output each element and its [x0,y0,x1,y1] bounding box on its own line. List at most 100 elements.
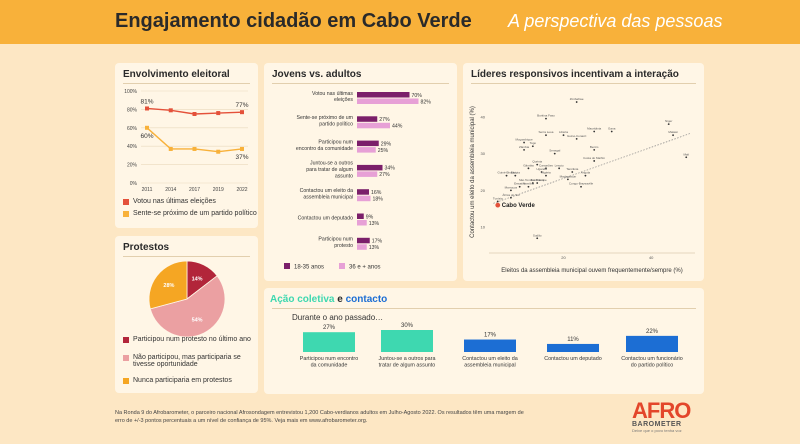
legend-label: Nunca participaria em protestos [133,377,232,384]
electoral-panel: Envolvimento eleitoral 0% 20% 40% 60% 80% 100… [115,63,258,228]
scatter-point [527,167,530,170]
column-category-label: Contactou um deputado [544,356,602,362]
logo-afro: AFRO [632,398,691,423]
point-label: São Tomé e Príncipe [519,178,547,182]
column-value-label: 30% [401,323,414,329]
legend-swatch [123,199,129,205]
point-label: Angola [581,171,591,175]
y-tick-label: 20 [481,188,486,193]
divider [272,308,696,309]
protests-title: Protestos [123,242,170,253]
footer-note: Na Ronda 9 do Afrobarometer, o parceiro … [115,410,524,424]
scatter-point [518,185,521,188]
bar-value-label: 25% [378,148,389,154]
column-bar [626,335,678,352]
divider [471,83,696,84]
point-label: Togo [530,141,537,145]
legend-swatch [123,355,129,361]
y-tick-label: 100% [124,89,137,95]
scatter-point [523,149,525,151]
data-point [145,125,149,130]
point-label: Tunísia [493,196,503,200]
column-category-label: Contactou um eleito da [462,356,517,362]
category-label: encontro da comunidade [296,146,353,152]
bar-value-label: 70% [412,93,423,99]
protests-panel: Protestos 14% 54% 28% Participou num prote… [115,236,258,393]
bar-0 [357,164,383,171]
scatter-point [558,167,561,170]
point-label: Libéria [559,130,568,134]
point-label: Mali [683,152,689,156]
scatter-point [610,130,613,133]
legend-swatch [123,378,129,384]
x-tick-label: 2017 [189,187,200,193]
scatter-point [580,185,582,188]
point-label: Guiné-Bissau [498,171,516,175]
point-label: Etiópia [511,171,521,175]
category-label: para tratar de algum [306,167,353,173]
point-label: Gana [608,127,616,131]
x-tick-label: 2014 [165,187,176,193]
protests-pie-chart: 14% 54% 28% [148,260,226,338]
collective-subtitle: Durante o ano passado… [292,313,384,322]
x-tick-label: 20 [561,255,566,260]
bar-1 [357,171,378,177]
legend-swatch [284,263,290,269]
data-point [192,146,197,151]
data-label: 81% [140,98,153,105]
category-label: Juntou-se a outros [310,161,353,167]
electoral-legend-item-1: Sente-se próximo de um partido político [123,210,257,217]
bar-value-label: 17% [372,239,383,245]
category-label: Sente-se próximo de um [296,115,353,121]
column-bar [547,343,599,352]
scatter-point [531,182,534,184]
electoral-legend-item-0: Votou nas últimas eleições [123,198,216,205]
point-label: Níger [665,119,672,123]
column-value-label: 22% [646,329,659,335]
bar-value-label: 34% [385,166,396,172]
point-label: Costa do Marfim [583,156,606,160]
data-point [168,108,173,113]
category-label: eleições [334,97,353,103]
leaders-scatter-chart: 20 40 10 20 30 40 Zimbabwe Burkina Faso Níger Mau… [470,97,695,274]
divider [272,83,449,84]
pie-slice-1 [149,275,226,338]
highlight-point [495,202,501,208]
bar-1 [357,220,367,226]
point-label: Lesoto [555,163,564,167]
slice-label: 28% [163,283,174,289]
scatter-point [510,189,512,192]
scatter-point [536,163,539,166]
bar-0 [357,213,364,219]
category-label: assembleia municipal [303,194,353,200]
youth-title: Jovens vs. adultos [272,69,362,80]
collective-title-b: contacto [345,294,388,305]
page-subtitle: A perspectiva das pessoas [508,11,723,31]
category-label: Contactou um deputado [298,216,353,222]
x-tick-label: 2019 [213,187,224,193]
y-tick-label: 30 [481,151,486,156]
point-label: Tanzânia [566,167,578,171]
point-label: Benim [590,145,599,149]
legend-label: 18-35 anos [294,265,324,271]
bar-value-label: 18% [373,197,384,203]
protests-legend-item-0: Participou num protesto no último ano [123,336,251,343]
bar-1 [357,244,367,250]
point-label: Sudão [533,233,542,237]
scatter-point [505,174,508,177]
scatter-point [566,178,569,181]
point-label: Namíbia [523,182,535,186]
column-value-label: 17% [484,333,497,339]
category-label: Participou num [318,237,353,243]
column-category-label: do partido político [631,363,674,369]
scatter-point [523,141,525,144]
point-label: África do Sul [502,193,519,197]
y-axis-title: Contactou um eleito da assembleia munici… [470,106,476,238]
point-label: Mauritânia [587,127,601,131]
x-tick-label: 2022 [236,187,247,193]
bar-0 [357,116,378,122]
column-value-label: 27% [323,325,336,331]
collective-title-a: Ação coletiva [270,294,335,305]
point-label: Senegal [549,149,560,153]
